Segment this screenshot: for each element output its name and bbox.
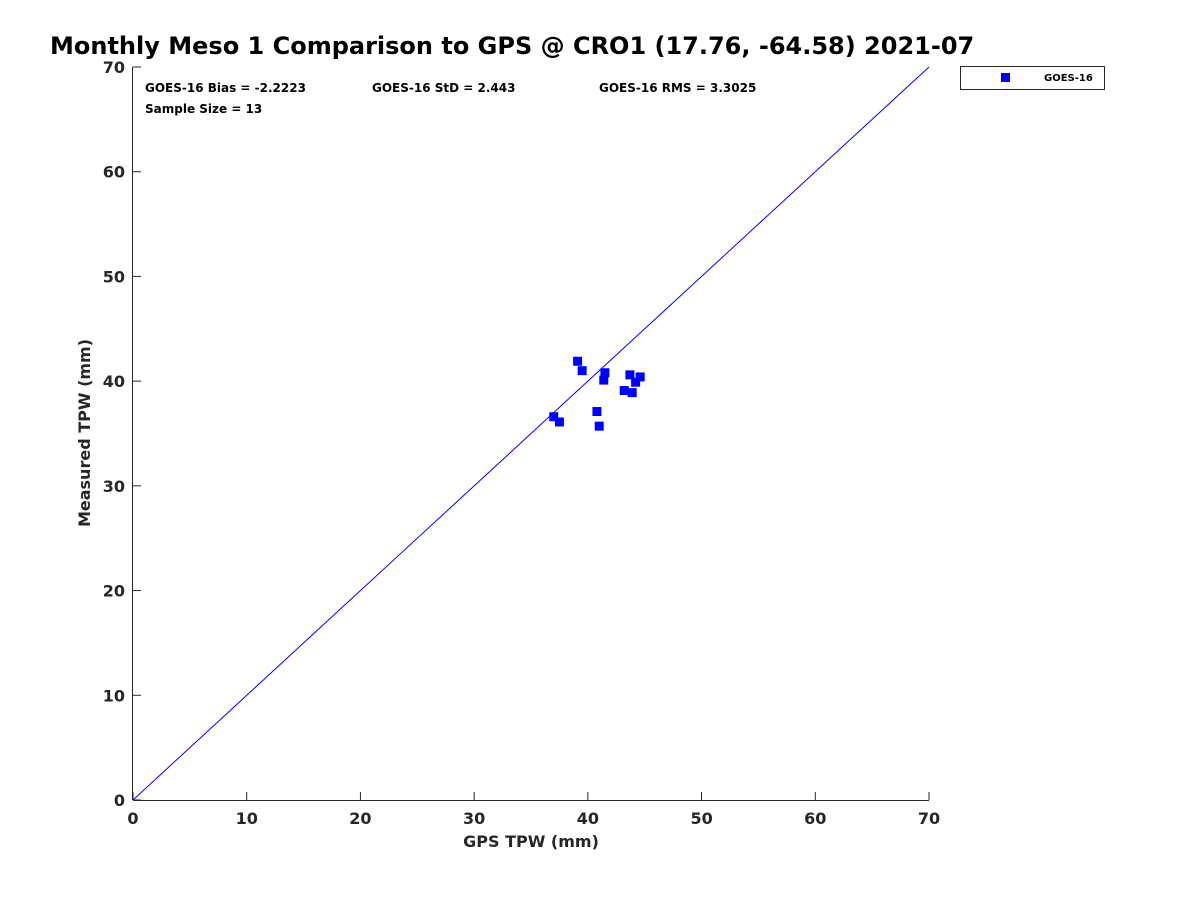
data-point: [599, 375, 609, 385]
y-tick-label: 20: [103, 582, 125, 601]
data-point: [592, 407, 602, 417]
data-point: [600, 368, 610, 378]
reference-line: [132, 66, 930, 801]
y-tick-label: 40: [103, 372, 125, 391]
x-tick-label: 10: [236, 809, 258, 828]
x-tick-label: 40: [577, 809, 599, 828]
data-point: [635, 372, 645, 382]
plot-area: 0 10 20 30 40 50 60 70 0 10 20 30 40 50 60 70: [103, 58, 940, 828]
data-point: [631, 377, 641, 387]
data-point: [627, 388, 637, 398]
sample-size-stat: Sample Size = 13: [145, 102, 262, 116]
y-ticks: 0 10 20 30 40 50 60 70: [103, 58, 141, 810]
std-stat: GOES-16 StD = 2.443: [372, 81, 515, 95]
y-tick-label: 10: [103, 686, 125, 705]
data-point: [594, 421, 604, 431]
rms-stat: GOES-16 RMS = 3.3025: [599, 81, 756, 95]
bias-stat: GOES-16 Bias = -2.2223: [145, 81, 306, 95]
data-point: [625, 370, 635, 380]
data-point: [554, 417, 564, 427]
y-tick-label: 60: [103, 163, 125, 182]
data-point: [619, 386, 629, 396]
axes: [132, 67, 929, 801]
x-tick-label: 0: [127, 809, 138, 828]
x-axis-label: GPS TPW (mm): [463, 832, 599, 851]
legend-box: [960, 66, 1105, 90]
chart-title: Monthly Meso 1 Comparison to GPS @ CRO1 …: [50, 32, 974, 60]
data-point: [573, 356, 583, 366]
data-point: [577, 366, 587, 376]
legend-marker-square: [1001, 73, 1010, 82]
y-axis-label: Measured TPW (mm): [75, 339, 94, 527]
x-tick-label: 20: [349, 809, 371, 828]
legend: GOES-16: [960, 66, 1105, 90]
y-tick-label: 50: [103, 267, 125, 286]
y-tick-label: 30: [103, 477, 125, 496]
x-ticks: 0 10 20 30 40 50 60 70: [127, 792, 940, 828]
x-tick-label: 50: [690, 809, 712, 828]
x-tick-label: 60: [804, 809, 826, 828]
y-tick-label: 0: [114, 791, 125, 810]
data-point: [549, 412, 559, 422]
legend-label: GOES-16: [1044, 73, 1093, 84]
x-tick-label: 70: [918, 809, 940, 828]
x-tick-label: 30: [463, 809, 485, 828]
scatter-points: [549, 356, 645, 431]
y-tick-label: 70: [103, 58, 125, 77]
